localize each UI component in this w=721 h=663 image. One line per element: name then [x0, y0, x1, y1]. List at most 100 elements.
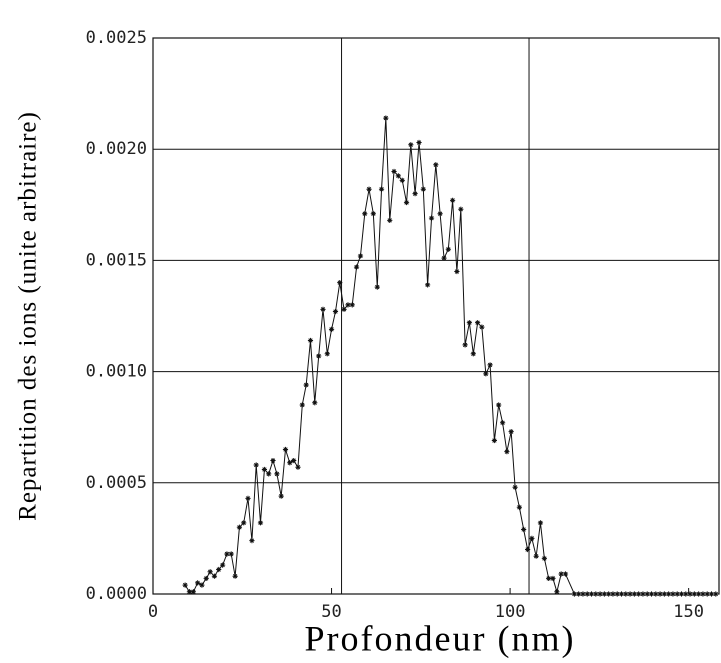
data-point: [349, 302, 355, 308]
data-point: [644, 591, 650, 597]
data-point: [353, 264, 360, 270]
data-point: [445, 246, 451, 252]
data-point: [648, 591, 655, 597]
data-point: [537, 520, 544, 526]
data-point: [345, 302, 351, 308]
y-tick-label: 0.0025: [86, 28, 147, 48]
data-point: [696, 591, 702, 597]
data-point: [466, 320, 472, 326]
data-point: [631, 591, 637, 597]
data-point: [593, 591, 599, 597]
data-point: [661, 591, 667, 597]
data-point: [274, 471, 280, 477]
data-point: [403, 199, 410, 206]
data-point: [299, 402, 305, 408]
x-axis-label: Profondeur (nm): [305, 618, 576, 658]
data-point: [261, 466, 268, 473]
data-point: [614, 591, 620, 597]
data-point: [606, 591, 612, 597]
data-point: [257, 520, 264, 526]
data-point: [241, 520, 247, 526]
y-tick-label: 0.0015: [86, 250, 147, 270]
data-point: [232, 573, 238, 579]
data-point: [199, 582, 205, 588]
data-point: [475, 320, 481, 326]
data-point: [558, 571, 564, 577]
data-point: [216, 566, 222, 573]
data-line: [184, 118, 716, 595]
data-point: [450, 197, 456, 203]
data-point: [420, 186, 426, 192]
data-point: [458, 206, 464, 212]
data-point: [687, 591, 693, 597]
data-point: [395, 173, 401, 179]
data-point: [508, 429, 514, 435]
data-point: [610, 591, 616, 597]
y-tick-label: 0.0020: [86, 139, 147, 159]
data-point: [588, 591, 595, 597]
data-point: [324, 351, 330, 357]
data-point: [601, 591, 607, 597]
data-point: [479, 324, 485, 330]
data-point: [266, 471, 272, 477]
data-point: [328, 326, 335, 332]
data-point: [627, 591, 633, 597]
data-point: [357, 253, 364, 259]
data-point: [391, 168, 397, 175]
data-point: [332, 308, 339, 315]
data-point: [312, 400, 318, 406]
data-point: [211, 573, 218, 579]
data-point: [623, 591, 629, 597]
data-point: [341, 306, 347, 312]
y-tick-label: 0.0010: [86, 362, 147, 382]
data-point: [437, 211, 443, 217]
x-tick-label: 100: [495, 602, 526, 622]
data-point: [316, 353, 322, 359]
data-point: [295, 464, 301, 470]
data-point: [487, 362, 493, 368]
data-point: [713, 591, 719, 597]
data-point: [529, 535, 535, 541]
data-point: [541, 555, 547, 562]
data-point: [683, 591, 689, 597]
data-point: [678, 591, 685, 597]
data-point: [491, 437, 497, 444]
y-tick-label: 0.0005: [86, 473, 147, 493]
y-tick-label: 0.0000: [86, 584, 147, 604]
data-point: [416, 139, 422, 146]
data-point: [387, 217, 393, 223]
data-point: [496, 402, 502, 408]
data-point: [245, 495, 251, 501]
data-point: [546, 575, 552, 582]
data-point: [270, 457, 276, 464]
data-point: [383, 115, 389, 121]
data-point: [550, 575, 556, 582]
data-point: [576, 591, 582, 597]
data-point: [278, 493, 284, 499]
data-point: [362, 211, 368, 217]
data-point: [287, 460, 293, 466]
data-point: [182, 582, 188, 588]
data-point: [516, 504, 522, 510]
data-point: [571, 591, 577, 597]
data-point: [470, 351, 476, 357]
data-point: [291, 457, 297, 464]
data-point: [636, 591, 642, 597]
data-point: [483, 371, 489, 377]
data-point: [653, 591, 659, 597]
data-point: [203, 575, 209, 582]
data-point: [303, 382, 309, 388]
data-point: [337, 280, 343, 286]
data-point: [670, 591, 676, 597]
x-tick-label: 50: [321, 602, 341, 622]
data-point: [533, 553, 539, 559]
data-point: [521, 526, 527, 533]
data-point: [370, 211, 376, 217]
data-point: [428, 215, 435, 221]
data-point: [228, 551, 234, 557]
data-point: [220, 562, 226, 568]
data-point: [253, 462, 259, 468]
x-tick-label: 150: [673, 602, 704, 622]
data-point: [399, 177, 405, 183]
